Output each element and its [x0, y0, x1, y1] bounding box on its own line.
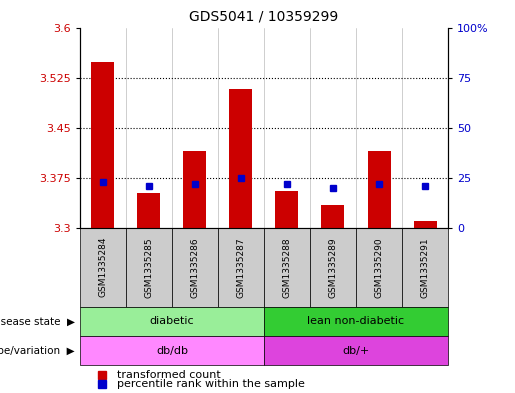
Title: GDS5041 / 10359299: GDS5041 / 10359299: [190, 9, 338, 24]
Text: GSM1335290: GSM1335290: [374, 237, 384, 298]
Bar: [276, 191, 299, 228]
Bar: [229, 89, 252, 228]
Bar: [321, 204, 345, 228]
Text: GSM1335287: GSM1335287: [236, 237, 246, 298]
Bar: [368, 151, 390, 228]
Bar: [183, 151, 207, 228]
Bar: [414, 221, 437, 228]
Bar: [264, 228, 310, 307]
Bar: [310, 228, 356, 307]
Bar: [126, 228, 172, 307]
Text: GSM1335291: GSM1335291: [421, 237, 430, 298]
Bar: [91, 62, 114, 228]
Text: GSM1335288: GSM1335288: [282, 237, 291, 298]
Text: genotype/variation  ▶: genotype/variation ▶: [0, 346, 75, 356]
Text: db/+: db/+: [342, 346, 370, 356]
Bar: [356, 228, 402, 307]
Text: GSM1335285: GSM1335285: [144, 237, 153, 298]
Text: disease state  ▶: disease state ▶: [0, 316, 75, 326]
Text: percentile rank within the sample: percentile rank within the sample: [116, 379, 304, 389]
Bar: [80, 336, 264, 365]
Text: db/db: db/db: [156, 346, 188, 356]
Text: diabetic: diabetic: [149, 316, 194, 326]
Bar: [80, 228, 126, 307]
Bar: [402, 228, 448, 307]
Text: GSM1335284: GSM1335284: [98, 237, 107, 298]
Bar: [80, 307, 264, 336]
Text: lean non-diabetic: lean non-diabetic: [307, 316, 405, 326]
Bar: [264, 307, 448, 336]
Text: GSM1335286: GSM1335286: [191, 237, 199, 298]
Bar: [138, 193, 160, 228]
Bar: [218, 228, 264, 307]
Text: GSM1335289: GSM1335289: [329, 237, 337, 298]
Bar: [264, 336, 448, 365]
Bar: [172, 228, 218, 307]
Text: transformed count: transformed count: [116, 370, 220, 380]
